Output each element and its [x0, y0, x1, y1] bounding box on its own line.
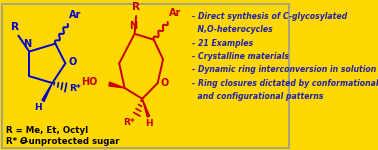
- Text: and configurational patterns: and configurational patterns: [192, 92, 324, 101]
- Text: N: N: [23, 39, 32, 49]
- Text: O: O: [68, 57, 77, 67]
- Text: Ar: Ar: [169, 8, 181, 18]
- Text: R*: R*: [123, 118, 135, 127]
- Text: R* =: R* =: [6, 137, 30, 146]
- Text: - 21 Examples: - 21 Examples: [192, 39, 253, 48]
- Text: Ar: Ar: [69, 10, 82, 20]
- Text: R = Me, Et, Octyl: R = Me, Et, Octyl: [6, 126, 88, 135]
- Text: N: N: [129, 21, 137, 31]
- Text: R: R: [11, 22, 19, 32]
- Text: O: O: [20, 137, 27, 146]
- Text: R*: R*: [69, 84, 81, 93]
- Text: -unprotected sugar: -unprotected sugar: [25, 137, 119, 146]
- Text: H: H: [34, 103, 42, 112]
- Text: - Dynamic ring interconversion in solution: - Dynamic ring interconversion in soluti…: [192, 65, 376, 74]
- Text: R: R: [132, 2, 140, 12]
- Polygon shape: [142, 99, 149, 117]
- Text: - Crystalline materials: - Crystalline materials: [192, 52, 289, 61]
- Polygon shape: [42, 83, 52, 102]
- Text: O: O: [161, 78, 169, 88]
- Text: - Direct synthesis of C-glycosylated: - Direct synthesis of C-glycosylated: [192, 12, 347, 21]
- Polygon shape: [109, 82, 125, 88]
- Text: - Ring closures dictated by conformational: - Ring closures dictated by conformation…: [192, 79, 378, 88]
- Text: HO: HO: [81, 77, 98, 87]
- Text: H: H: [146, 120, 153, 129]
- Text: N,O-heterocycles: N,O-heterocycles: [192, 26, 273, 34]
